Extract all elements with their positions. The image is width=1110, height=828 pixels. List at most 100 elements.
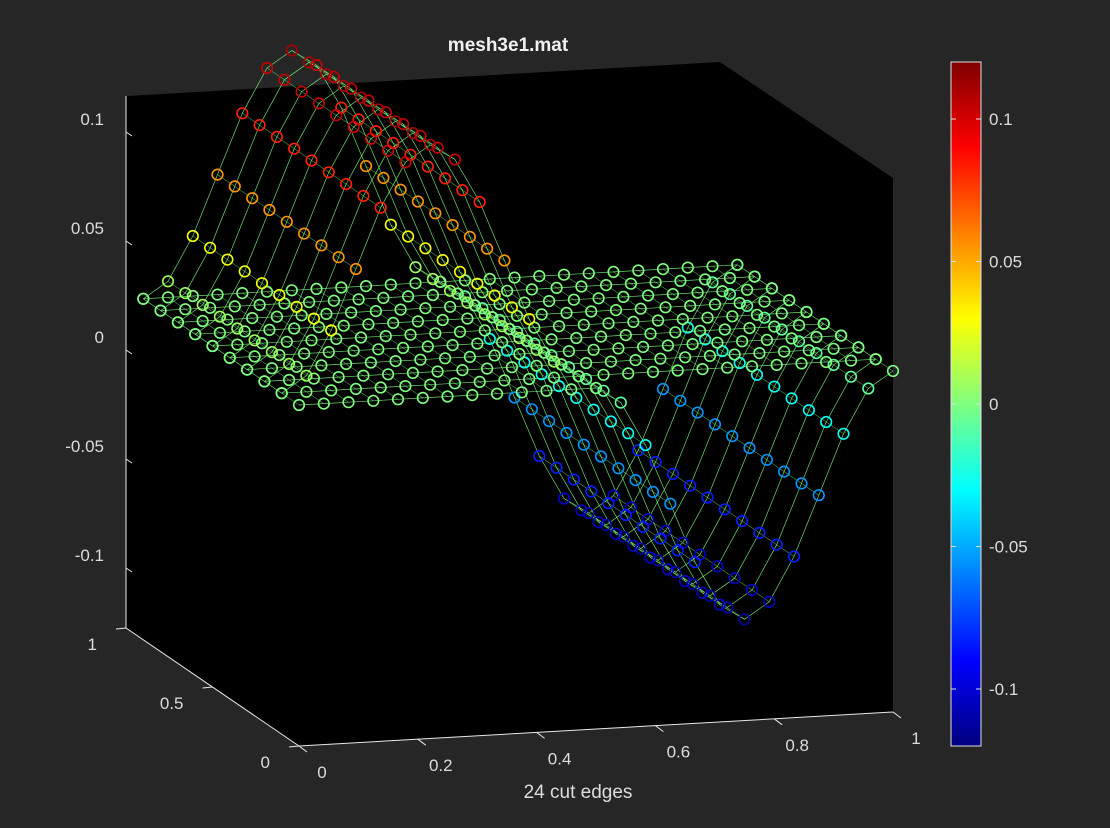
data-point xyxy=(307,372,321,385)
data-point xyxy=(374,381,387,394)
data-point xyxy=(384,278,397,291)
x-tick-mark xyxy=(892,711,902,719)
mesh-column-line xyxy=(167,297,324,404)
data-point xyxy=(654,532,667,545)
data-point xyxy=(627,315,640,329)
data-point xyxy=(436,313,449,327)
data-point xyxy=(666,467,680,481)
data-point xyxy=(622,367,635,380)
data-point xyxy=(731,258,744,271)
data-point xyxy=(745,360,759,373)
mesh-column-line xyxy=(687,267,827,363)
data-point xyxy=(171,316,184,329)
data-point xyxy=(837,427,850,440)
data-point xyxy=(523,313,536,326)
mesh-column-line xyxy=(638,450,795,557)
data-point xyxy=(664,497,677,510)
mesh-column-line xyxy=(464,280,604,376)
data-point xyxy=(701,491,714,504)
data-point xyxy=(634,302,647,315)
data-point xyxy=(800,305,813,319)
data-point xyxy=(659,301,672,314)
mesh-column-line xyxy=(291,50,431,146)
data-point xyxy=(402,290,415,303)
data-point xyxy=(186,289,199,303)
data-point xyxy=(431,141,444,154)
data-point xyxy=(397,341,410,355)
data-point xyxy=(585,485,598,498)
data-point xyxy=(629,354,642,367)
mesh-column-line xyxy=(687,327,844,435)
data-point xyxy=(352,293,365,306)
data-point xyxy=(446,219,459,232)
data-point xyxy=(248,350,261,363)
data-point xyxy=(424,378,437,391)
mesh-column-line xyxy=(390,284,547,392)
data-point xyxy=(394,183,407,196)
data-point xyxy=(404,328,417,341)
data-point xyxy=(332,251,345,264)
data-point xyxy=(713,598,726,611)
mesh-column-line xyxy=(464,296,621,403)
z-tick-label: -0.05 xyxy=(65,437,104,456)
data-point xyxy=(533,449,546,463)
data-point xyxy=(802,404,816,417)
data-point xyxy=(288,142,301,155)
data-point xyxy=(236,287,249,300)
data-point xyxy=(310,58,323,72)
data-point xyxy=(639,439,652,452)
data-point xyxy=(397,117,410,131)
mesh-column-line xyxy=(390,224,530,320)
data-point xyxy=(451,287,464,300)
data-point xyxy=(629,474,642,487)
data-point xyxy=(886,364,900,378)
data-point xyxy=(204,301,217,314)
data-point xyxy=(213,310,226,323)
mesh-column-line xyxy=(365,285,522,393)
data-point xyxy=(399,156,412,169)
data-point xyxy=(389,115,402,128)
data-point xyxy=(862,382,875,395)
mesh-column-line xyxy=(316,288,473,396)
data-point xyxy=(678,351,692,364)
data-point xyxy=(377,291,390,305)
mesh-column-line xyxy=(192,295,349,403)
data-point xyxy=(416,391,429,405)
x-tick-mark xyxy=(417,738,427,746)
data-point xyxy=(753,347,766,360)
x-tick-label: 0.8 xyxy=(785,736,809,755)
data-point xyxy=(330,109,343,122)
data-point xyxy=(723,271,737,285)
data-point xyxy=(337,79,350,92)
data-point xyxy=(498,254,511,267)
data-point xyxy=(253,298,266,312)
data-point xyxy=(537,346,551,359)
mesh-column-line xyxy=(613,271,753,367)
data-point xyxy=(545,333,558,346)
data-point xyxy=(627,539,640,552)
data-point xyxy=(456,364,469,377)
data-point xyxy=(802,344,816,357)
data-point xyxy=(654,352,667,365)
data-point xyxy=(399,380,412,393)
mesh-column-line xyxy=(266,291,423,399)
data-point xyxy=(550,281,563,295)
data-point xyxy=(421,160,434,173)
data-point xyxy=(785,332,798,345)
data-point xyxy=(661,339,675,352)
data-point xyxy=(439,172,452,185)
data-point xyxy=(758,295,771,308)
mesh-column-line xyxy=(514,277,654,373)
data-point xyxy=(377,171,390,184)
z-tick-mark xyxy=(125,131,133,137)
data-point xyxy=(617,290,630,304)
data-point xyxy=(760,333,774,347)
data-point xyxy=(312,97,326,110)
data-point xyxy=(248,334,261,347)
mesh-column-line xyxy=(167,281,307,376)
mesh-column-line xyxy=(588,273,728,368)
z-tick-label: 0 xyxy=(95,328,104,347)
data-point xyxy=(253,118,266,132)
data-point xyxy=(461,312,474,325)
data-point xyxy=(255,337,269,350)
